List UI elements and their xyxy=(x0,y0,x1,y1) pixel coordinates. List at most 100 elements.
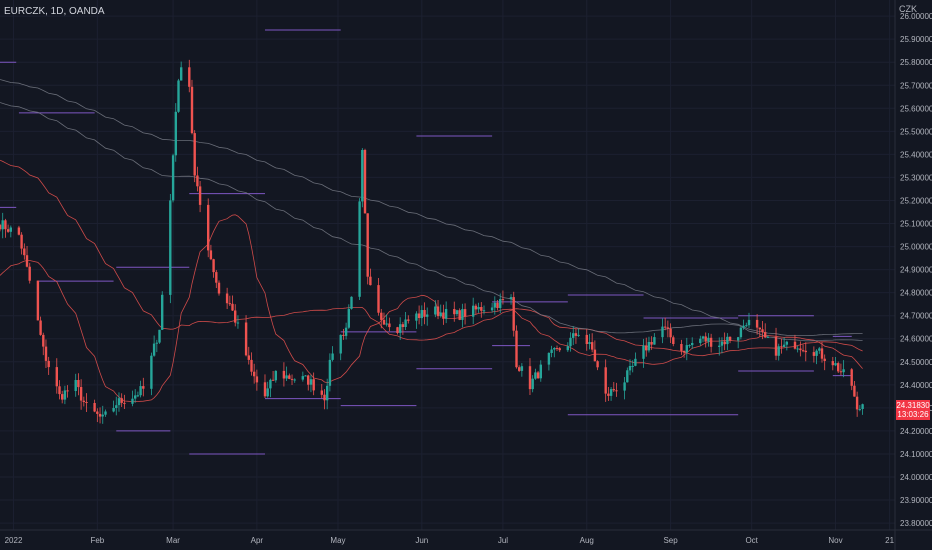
candle-body xyxy=(339,334,342,354)
candle-body xyxy=(231,303,234,311)
candle-body xyxy=(453,309,456,315)
price-tick-label: 23.90000 xyxy=(900,496,932,505)
price-tick-label: 26.00000 xyxy=(900,12,932,21)
candle-body xyxy=(801,350,805,352)
candle-body xyxy=(74,380,77,391)
candle-body xyxy=(61,394,64,400)
candle-body xyxy=(850,369,853,386)
candle-body xyxy=(20,234,23,249)
candle-body xyxy=(58,386,61,395)
candle-body xyxy=(361,150,364,202)
time-axis[interactable]: 2022 Feb Mar Apr May Jun Jul Aug Sep Oct Nov 21 xyxy=(5,536,895,545)
candle-body xyxy=(499,299,502,308)
candle-body xyxy=(709,337,713,347)
candle-body xyxy=(512,297,515,331)
candle-body xyxy=(250,359,253,372)
candle-body xyxy=(342,334,345,336)
candle-body xyxy=(650,342,653,345)
candle-body xyxy=(604,367,607,394)
candle-body xyxy=(358,201,361,297)
candle-body xyxy=(745,325,748,327)
candle-body xyxy=(588,342,591,344)
price-tick-label: 24.10000 xyxy=(900,450,932,459)
candle-body xyxy=(180,67,183,81)
candle-body xyxy=(385,323,388,325)
candle-body xyxy=(496,302,499,308)
candle-body xyxy=(290,378,294,380)
candle-body xyxy=(369,276,372,286)
candle-body xyxy=(823,358,826,361)
price-axis[interactable]: 23.80000 23.90000 24.00000 24.10000 24.20000… xyxy=(900,12,932,528)
candle-body xyxy=(593,349,597,362)
candle-body xyxy=(271,379,275,381)
candle-body xyxy=(326,385,329,401)
candle-body xyxy=(688,345,691,347)
candle-body xyxy=(382,319,386,325)
moving-average-line xyxy=(0,159,863,357)
price-tick-label: 24.50000 xyxy=(900,358,932,367)
candle-body xyxy=(188,67,191,87)
candle-body xyxy=(17,227,21,235)
candle-body xyxy=(380,312,383,320)
candle-body xyxy=(853,385,856,397)
candle-body xyxy=(120,398,123,403)
candle-body xyxy=(150,355,153,389)
candle-body xyxy=(547,353,551,365)
candle-body xyxy=(282,370,286,379)
candle-body xyxy=(515,330,518,368)
price-tick-label: 24.00000 xyxy=(900,473,932,482)
candle-body xyxy=(79,387,83,401)
candle-body xyxy=(774,336,778,356)
time-tick-label: 2022 xyxy=(5,536,23,545)
candle-body xyxy=(615,390,618,392)
candle-body xyxy=(799,348,802,351)
last-price-tag: 24.31830 13:03:26 xyxy=(896,400,930,420)
candle-body xyxy=(28,266,31,281)
candle-body xyxy=(377,285,380,313)
last-price-value: 24.31830 xyxy=(896,401,930,410)
candle-body xyxy=(685,345,688,353)
candle-body xyxy=(490,307,494,311)
candle-body xyxy=(612,389,615,391)
symbol-title[interactable]: EURCZK, 1D, OANDA xyxy=(4,6,105,17)
candle-body xyxy=(304,375,307,377)
candle-body xyxy=(785,341,788,345)
candle-body xyxy=(77,380,80,388)
candle-body xyxy=(631,365,634,367)
candle-body xyxy=(288,375,291,379)
candle-body xyxy=(198,186,202,205)
time-tick-label: May xyxy=(330,536,345,545)
candle-body xyxy=(417,313,421,318)
candle-body xyxy=(737,337,740,341)
candle-body xyxy=(555,348,559,349)
candle-body xyxy=(455,310,459,315)
candle-body xyxy=(558,348,561,351)
candle-body xyxy=(574,333,578,336)
candle-body xyxy=(131,398,134,404)
candle-body xyxy=(777,346,780,356)
candle-body xyxy=(550,349,553,353)
bar-countdown: 13:03:26 xyxy=(897,410,929,419)
candle-body xyxy=(347,308,350,328)
candle-body xyxy=(407,319,410,321)
candle-body xyxy=(439,312,442,317)
candle-body xyxy=(350,296,353,309)
candle-body xyxy=(720,341,724,346)
candle-body xyxy=(123,402,126,404)
candle-body xyxy=(323,394,326,401)
candle-body xyxy=(815,350,818,356)
candle-body xyxy=(718,345,721,347)
candle-body xyxy=(536,372,540,379)
candle-body xyxy=(344,327,348,336)
candle-body xyxy=(25,255,29,267)
candle-body xyxy=(858,409,861,411)
candle-body xyxy=(780,346,783,348)
candle-body xyxy=(225,293,229,304)
time-tick-label: Jun xyxy=(415,536,428,545)
moving-averages xyxy=(0,79,863,403)
price-tick-label: 25.00000 xyxy=(900,243,932,252)
candle-body xyxy=(669,328,672,338)
price-tick-label: 24.90000 xyxy=(900,266,932,275)
candle-body xyxy=(217,282,221,294)
